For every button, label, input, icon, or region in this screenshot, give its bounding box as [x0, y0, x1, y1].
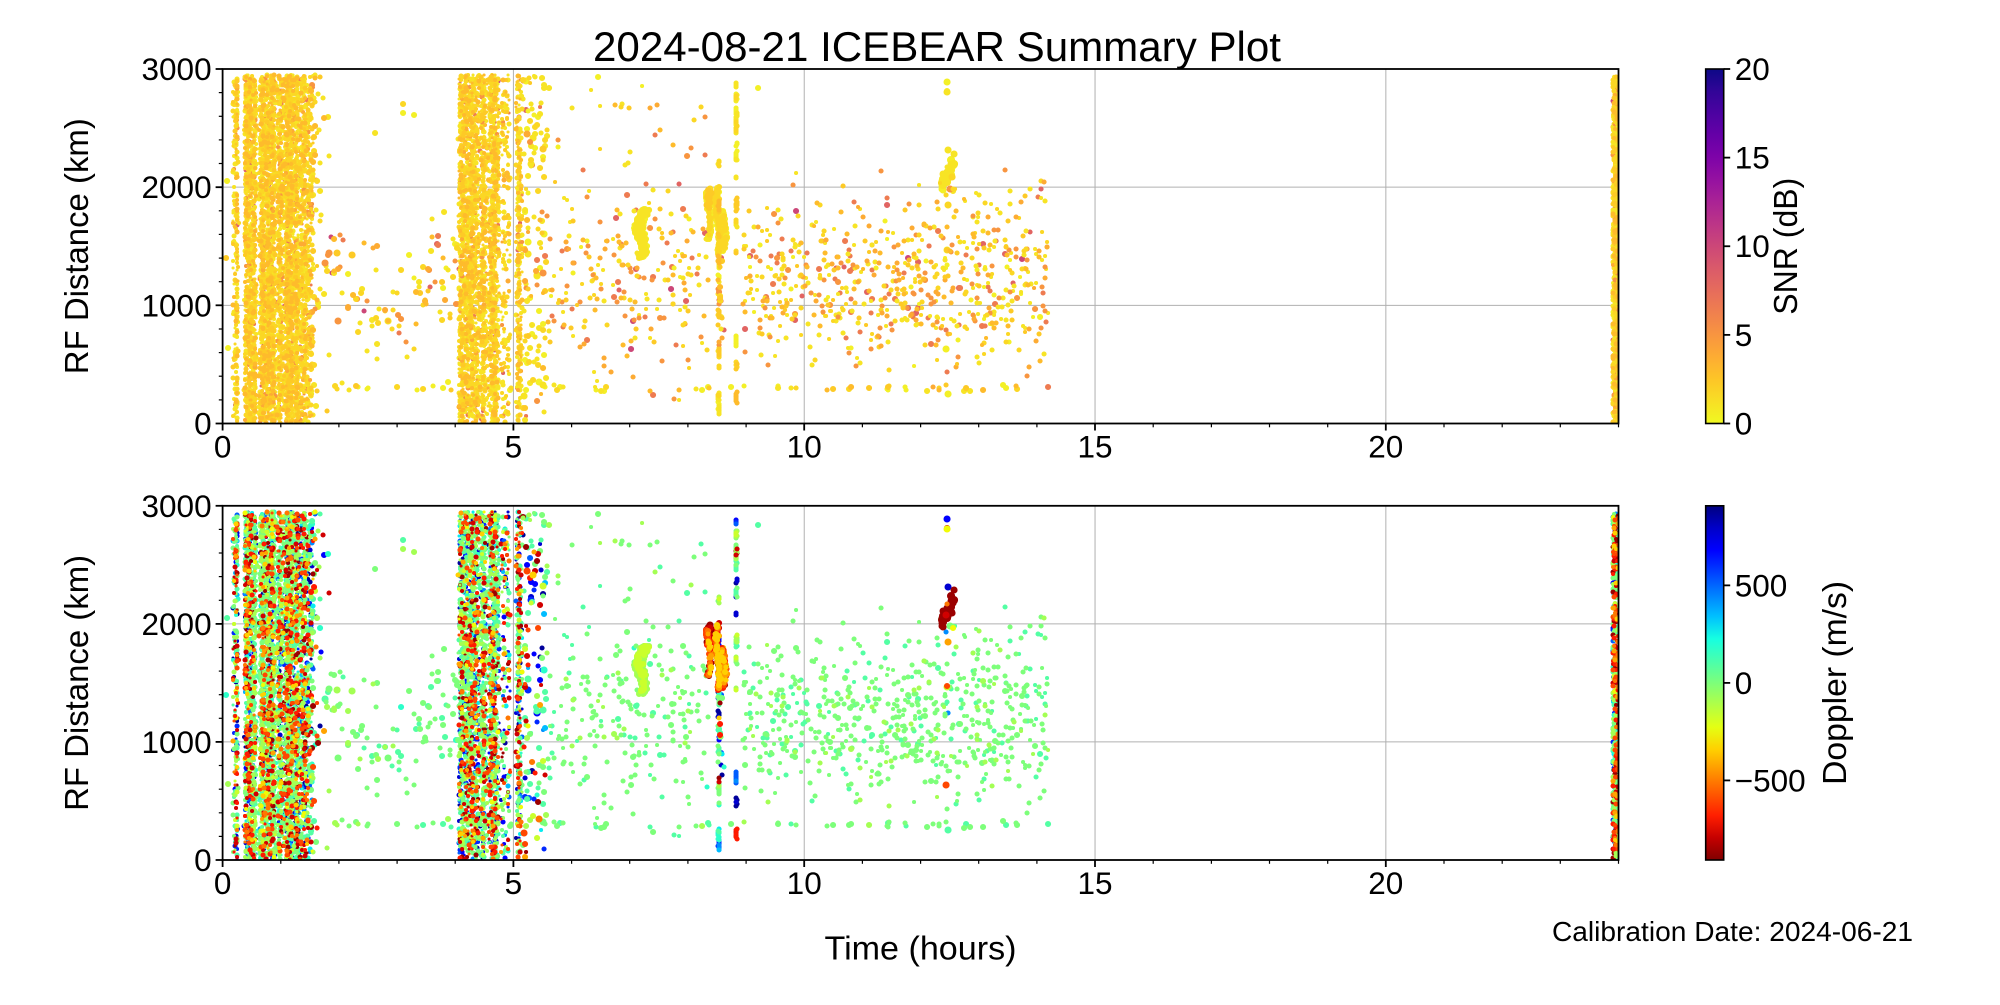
svg-text:0: 0 [1735, 665, 1753, 701]
svg-text:1000: 1000 [142, 724, 212, 760]
svg-text:15: 15 [1077, 429, 1112, 465]
svg-text:5: 5 [1735, 317, 1753, 353]
svg-text:0: 0 [1735, 406, 1753, 442]
svg-text:15: 15 [1735, 140, 1770, 176]
svg-text:20: 20 [1368, 865, 1403, 901]
svg-text:RF Distance (km): RF Distance (km) [58, 555, 95, 811]
svg-text:Time (hours): Time (hours) [825, 930, 1017, 967]
svg-text:RF Distance (km): RF Distance (km) [58, 118, 95, 374]
svg-text:2000: 2000 [142, 606, 212, 642]
svg-text:SNR (dB): SNR (dB) [1767, 178, 1804, 315]
svg-text:10: 10 [1735, 228, 1770, 264]
svg-text:10: 10 [787, 429, 822, 465]
svg-text:Calibration Date: 2024-06-21: Calibration Date: 2024-06-21 [1552, 916, 1913, 947]
svg-text:15: 15 [1077, 865, 1112, 901]
svg-text:0: 0 [214, 429, 232, 465]
svg-text:5: 5 [505, 429, 523, 465]
svg-text:3000: 3000 [142, 51, 212, 87]
svg-text:−500: −500 [1735, 762, 1806, 798]
svg-text:20: 20 [1368, 429, 1403, 465]
svg-text:20: 20 [1735, 51, 1770, 87]
svg-text:10: 10 [787, 865, 822, 901]
svg-text:5: 5 [505, 865, 523, 901]
svg-text:0: 0 [194, 842, 212, 878]
svg-text:500: 500 [1735, 567, 1788, 603]
svg-text:3000: 3000 [142, 488, 212, 524]
svg-text:2000: 2000 [142, 169, 212, 205]
svg-text:1000: 1000 [142, 287, 212, 323]
svg-text:2024-08-21 ICEBEAR Summary Plo: 2024-08-21 ICEBEAR Summary Plot [593, 23, 1281, 70]
svg-text:0: 0 [214, 865, 232, 901]
svg-text:0: 0 [194, 406, 212, 442]
svg-text:Doppler (m/s): Doppler (m/s) [1816, 581, 1853, 785]
